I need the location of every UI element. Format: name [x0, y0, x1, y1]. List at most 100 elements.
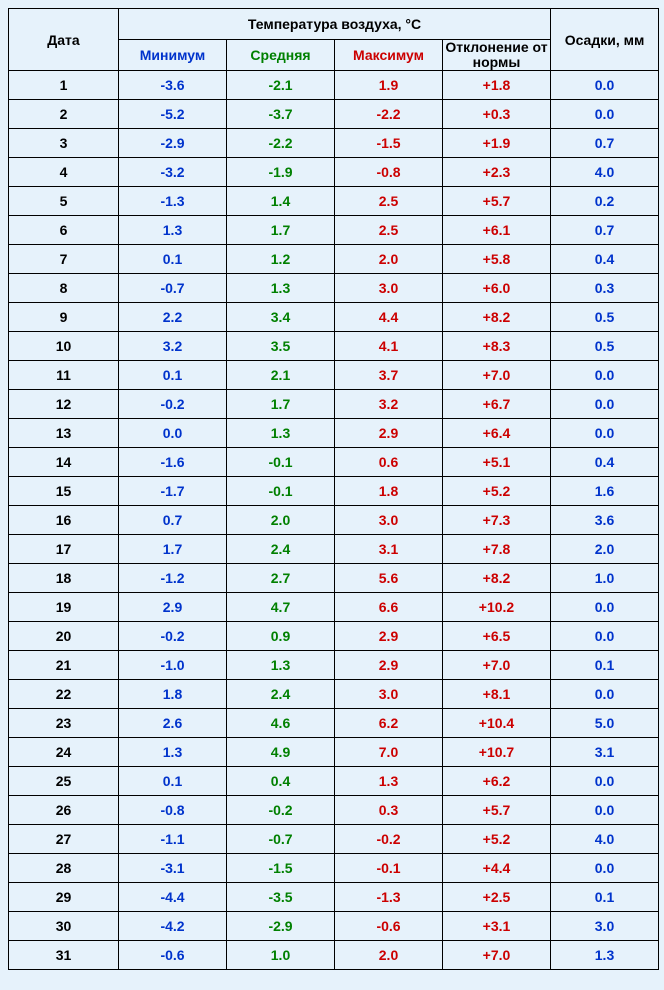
cell-max: 3.0: [335, 506, 443, 535]
cell-max: -0.2: [335, 825, 443, 854]
table-row: 8-0.71.33.0+6.00.3: [9, 274, 659, 303]
cell-date: 10: [9, 332, 119, 361]
cell-date: 24: [9, 738, 119, 767]
table-row: 250.10.41.3+6.20.0: [9, 767, 659, 796]
cell-avg: 2.0: [227, 506, 335, 535]
table-row: 92.23.44.4+8.20.5: [9, 303, 659, 332]
table-row: 232.64.66.2+10.45.0: [9, 709, 659, 738]
cell-avg: 2.7: [227, 564, 335, 593]
cell-deviation: +5.2: [443, 477, 551, 506]
cell-date: 31: [9, 941, 119, 970]
cell-date: 12: [9, 390, 119, 419]
cell-deviation: +5.2: [443, 825, 551, 854]
cell-avg: 4.7: [227, 593, 335, 622]
table-row: 27-1.1-0.7-0.2+5.24.0: [9, 825, 659, 854]
header-min: Минимум: [119, 40, 227, 71]
cell-max: -0.8: [335, 158, 443, 187]
cell-min: 3.2: [119, 332, 227, 361]
cell-min: -5.2: [119, 100, 227, 129]
table-row: 31-0.61.02.0+7.01.3: [9, 941, 659, 970]
cell-precip: 3.1: [551, 738, 659, 767]
cell-date: 29: [9, 883, 119, 912]
cell-precip: 0.0: [551, 100, 659, 129]
cell-avg: 1.0: [227, 941, 335, 970]
cell-date: 14: [9, 448, 119, 477]
cell-min: -0.2: [119, 622, 227, 651]
table-row: 2-5.2-3.7-2.2+0.30.0: [9, 100, 659, 129]
cell-deviation: +1.9: [443, 129, 551, 158]
cell-precip: 3.0: [551, 912, 659, 941]
table-row: 15-1.7-0.11.8+5.21.6: [9, 477, 659, 506]
cell-date: 13: [9, 419, 119, 448]
cell-avg: 1.3: [227, 651, 335, 680]
table-row: 221.82.43.0+8.10.0: [9, 680, 659, 709]
table-row: 29-4.4-3.5-1.3+2.50.1: [9, 883, 659, 912]
cell-avg: 1.2: [227, 245, 335, 274]
cell-precip: 0.7: [551, 129, 659, 158]
cell-date: 8: [9, 274, 119, 303]
cell-max: 5.6: [335, 564, 443, 593]
cell-deviation: +0.3: [443, 100, 551, 129]
cell-avg: 2.4: [227, 535, 335, 564]
cell-precip: 4.0: [551, 825, 659, 854]
cell-min: -1.1: [119, 825, 227, 854]
cell-date: 20: [9, 622, 119, 651]
cell-precip: 3.6: [551, 506, 659, 535]
cell-deviation: +2.5: [443, 883, 551, 912]
table-row: 28-3.1-1.5-0.1+4.40.0: [9, 854, 659, 883]
cell-avg: -3.7: [227, 100, 335, 129]
table-row: 26-0.8-0.20.3+5.70.0: [9, 796, 659, 825]
cell-precip: 0.7: [551, 216, 659, 245]
cell-avg: -0.2: [227, 796, 335, 825]
table-row: 61.31.72.5+6.10.7: [9, 216, 659, 245]
cell-precip: 5.0: [551, 709, 659, 738]
cell-deviation: +6.7: [443, 390, 551, 419]
table-row: 21-1.01.32.9+7.00.1: [9, 651, 659, 680]
cell-avg: -1.9: [227, 158, 335, 187]
cell-max: 2.5: [335, 216, 443, 245]
cell-min: 0.1: [119, 245, 227, 274]
cell-precip: 1.3: [551, 941, 659, 970]
cell-max: 3.2: [335, 390, 443, 419]
cell-min: -1.6: [119, 448, 227, 477]
table-row: 130.01.32.9+6.40.0: [9, 419, 659, 448]
cell-max: 2.9: [335, 622, 443, 651]
cell-precip: 1.6: [551, 477, 659, 506]
cell-date: 19: [9, 593, 119, 622]
cell-max: 1.9: [335, 71, 443, 100]
table-row: 18-1.22.75.6+8.21.0: [9, 564, 659, 593]
cell-min: 2.9: [119, 593, 227, 622]
cell-max: -0.1: [335, 854, 443, 883]
cell-precip: 4.0: [551, 158, 659, 187]
cell-min: -0.8: [119, 796, 227, 825]
table-row: 241.34.97.0+10.73.1: [9, 738, 659, 767]
table-row: 103.23.54.1+8.30.5: [9, 332, 659, 361]
cell-avg: -0.1: [227, 477, 335, 506]
cell-min: 1.3: [119, 216, 227, 245]
cell-deviation: +6.4: [443, 419, 551, 448]
table-row: 5-1.31.42.5+5.70.2: [9, 187, 659, 216]
cell-max: 3.7: [335, 361, 443, 390]
cell-avg: 1.7: [227, 216, 335, 245]
cell-deviation: +7.8: [443, 535, 551, 564]
cell-avg: 3.5: [227, 332, 335, 361]
cell-date: 28: [9, 854, 119, 883]
cell-min: -3.6: [119, 71, 227, 100]
weather-table-container: Дата Температура воздуха, °С Осадки, мм …: [8, 8, 656, 970]
cell-max: 3.1: [335, 535, 443, 564]
cell-deviation: +5.8: [443, 245, 551, 274]
cell-date: 2: [9, 100, 119, 129]
cell-max: -0.6: [335, 912, 443, 941]
cell-deviation: +7.0: [443, 651, 551, 680]
cell-date: 17: [9, 535, 119, 564]
table-header: Дата Температура воздуха, °С Осадки, мм …: [9, 9, 659, 71]
cell-precip: 0.0: [551, 390, 659, 419]
cell-min: -0.2: [119, 390, 227, 419]
cell-max: 3.0: [335, 680, 443, 709]
cell-max: 2.5: [335, 187, 443, 216]
cell-avg: 4.6: [227, 709, 335, 738]
table-row: 192.94.76.6+10.20.0: [9, 593, 659, 622]
cell-min: 0.0: [119, 419, 227, 448]
cell-date: 26: [9, 796, 119, 825]
cell-precip: 2.0: [551, 535, 659, 564]
